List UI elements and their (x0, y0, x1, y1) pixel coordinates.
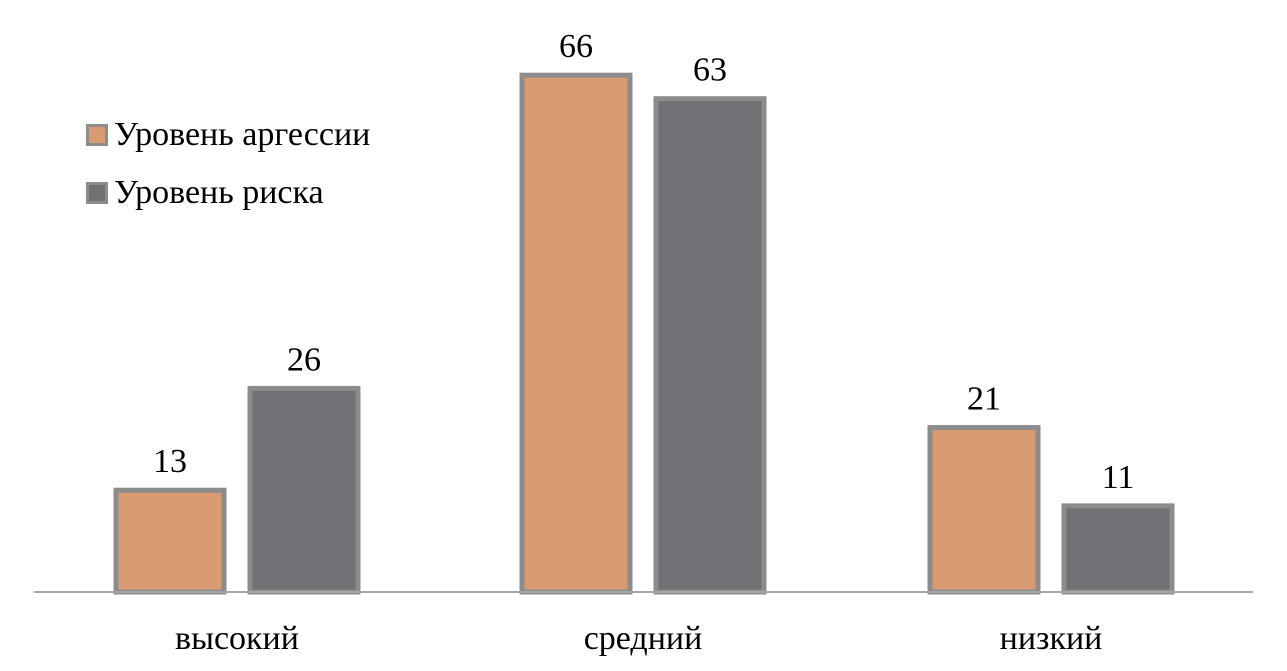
x-tick-label-2: низкий (1000, 620, 1103, 657)
legend-label-aggression: Уровень аргессии (114, 116, 371, 153)
legend-item-aggression: Уровень аргессии (86, 106, 370, 164)
bar-risk-2 (1061, 503, 1175, 595)
bar-aggression-0 (113, 487, 227, 595)
bar-risk-0 (247, 385, 361, 595)
bar-risk-1 (653, 96, 767, 595)
data-label-aggression-2: 21 (967, 381, 1001, 418)
data-label-risk-0: 26 (287, 341, 321, 378)
legend-swatch-risk (86, 182, 108, 204)
bar-aggression-2 (927, 425, 1041, 595)
legend-item-risk: Уровень риска (86, 164, 370, 222)
x-tick-labels-layer: высокий средний низкий (175, 620, 1102, 657)
data-label-aggression-0: 13 (153, 443, 187, 480)
x-tick-label-1: средний (584, 620, 703, 657)
bars-layer (113, 72, 1175, 595)
legend: Уровень аргессии Уровень риска (86, 106, 370, 222)
legend-swatch-aggression (86, 124, 108, 146)
data-label-risk-1: 63 (693, 52, 727, 89)
legend-label-risk: Уровень риска (114, 174, 324, 211)
bar-aggression-1 (519, 72, 633, 595)
x-tick-label-0: высокий (175, 620, 299, 657)
data-label-aggression-1: 66 (559, 28, 593, 65)
data-labels-layer: 13 26 66 63 21 11 (153, 28, 1134, 496)
data-label-risk-2: 11 (1102, 459, 1135, 496)
